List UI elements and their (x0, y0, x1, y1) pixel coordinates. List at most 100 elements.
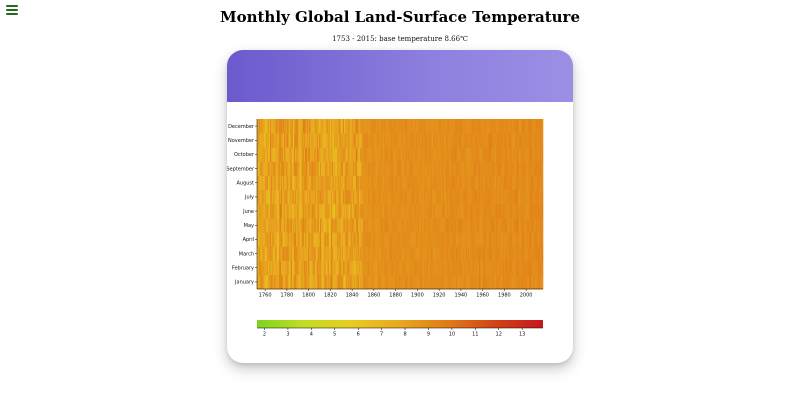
heatmap-cell[interactable] (510, 274, 512, 290)
heatmap-cell[interactable] (492, 147, 495, 162)
heatmap-cell[interactable] (491, 175, 494, 191)
heatmap-cell[interactable] (539, 218, 542, 233)
heatmap-cell[interactable] (465, 246, 468, 261)
heatmap-cell[interactable] (303, 147, 306, 162)
heatmap-cell[interactable] (298, 246, 300, 261)
heatmap-cell[interactable] (414, 147, 417, 162)
heatmap-cell[interactable] (392, 274, 395, 290)
heatmap-cell[interactable] (366, 218, 369, 233)
heatmap-cell[interactable] (263, 204, 265, 219)
heatmap-cell[interactable] (358, 204, 360, 219)
heatmap-cell[interactable] (295, 189, 297, 205)
heatmap-cell[interactable] (503, 204, 506, 219)
heatmap-cell[interactable] (370, 161, 372, 176)
heatmap-cell[interactable] (341, 260, 344, 276)
heatmap-cell[interactable] (283, 274, 285, 290)
heatmap-cell[interactable] (519, 147, 521, 162)
heatmap-cell[interactable] (452, 232, 455, 247)
heatmap-cell[interactable] (344, 274, 346, 290)
heatmap-cell[interactable] (425, 260, 427, 276)
heatmap-cell[interactable] (534, 260, 536, 276)
heatmap-cell[interactable] (317, 274, 320, 290)
heatmap-cell[interactable] (479, 274, 482, 290)
heatmap-cell[interactable] (470, 161, 472, 176)
heatmap-cell[interactable] (482, 260, 484, 276)
heatmap-cell[interactable] (335, 119, 337, 134)
heatmap-cell[interactable] (304, 119, 307, 134)
heatmap-cell[interactable] (525, 204, 527, 219)
heatmap-cell[interactable] (286, 232, 288, 247)
heatmap-cell[interactable] (272, 161, 274, 176)
heatmap-cell[interactable] (346, 218, 348, 233)
heatmap-cell[interactable] (516, 274, 519, 290)
heatmap-cell[interactable] (375, 175, 377, 191)
heatmap-cell[interactable] (268, 189, 271, 205)
heatmap-cell[interactable] (303, 274, 306, 290)
heatmap-cell[interactable] (522, 260, 524, 276)
heatmap-cell[interactable] (477, 204, 480, 219)
heatmap-cell[interactable] (419, 218, 421, 233)
heatmap-cell[interactable] (494, 175, 496, 191)
heatmap-cell[interactable] (372, 260, 374, 276)
heatmap-cell[interactable] (371, 161, 373, 176)
heatmap-cell[interactable] (476, 246, 479, 261)
heatmap-cell[interactable] (372, 218, 374, 233)
heatmap-cell[interactable] (438, 189, 440, 205)
heatmap-cell[interactable] (322, 274, 324, 290)
heatmap-cell[interactable] (446, 119, 448, 134)
heatmap-cell[interactable] (466, 175, 469, 191)
heatmap-cell[interactable] (464, 218, 467, 233)
heatmap-cell[interactable] (487, 260, 489, 276)
heatmap-cell[interactable] (266, 175, 269, 191)
heatmap-cell[interactable] (346, 260, 348, 276)
heatmap-cell[interactable] (377, 161, 380, 176)
heatmap-cell[interactable] (511, 189, 513, 205)
heatmap-cell[interactable] (365, 204, 368, 219)
heatmap-cell[interactable] (380, 161, 383, 176)
heatmap-cell[interactable] (474, 161, 476, 176)
heatmap-cell[interactable] (508, 175, 510, 191)
heatmap-cell[interactable] (386, 175, 388, 191)
heatmap-cell[interactable] (304, 260, 307, 276)
heatmap-cell[interactable] (284, 189, 286, 205)
heatmap-cell[interactable] (526, 119, 529, 134)
heatmap-cell[interactable] (311, 133, 313, 148)
heatmap-cell[interactable] (425, 119, 427, 134)
heatmap-cell[interactable] (323, 133, 325, 148)
heatmap-cell[interactable] (264, 161, 266, 176)
heatmap-cell[interactable] (517, 204, 520, 219)
heatmap-cell[interactable] (385, 147, 387, 162)
heatmap-cell[interactable] (411, 218, 413, 233)
heatmap-cell[interactable] (446, 260, 448, 276)
heatmap-cell[interactable] (264, 119, 266, 134)
heatmap-cell[interactable] (283, 175, 285, 191)
heatmap-cell[interactable] (409, 274, 411, 290)
heatmap-cell[interactable] (405, 274, 408, 290)
heatmap-cell[interactable] (478, 147, 481, 162)
heatmap-cell[interactable] (419, 175, 421, 191)
heatmap-cell[interactable] (394, 274, 396, 290)
heatmap-cell[interactable] (378, 246, 381, 261)
heatmap-cell[interactable] (407, 246, 409, 261)
heatmap-cell[interactable] (456, 260, 458, 276)
heatmap-cell[interactable] (475, 232, 477, 247)
heatmap-cell[interactable] (344, 175, 346, 191)
heatmap-cell[interactable] (403, 274, 406, 290)
heatmap-cell[interactable] (438, 175, 440, 191)
heatmap-cell[interactable] (395, 175, 397, 191)
heatmap-cell[interactable] (377, 119, 380, 134)
heatmap-cell[interactable] (445, 260, 447, 276)
heatmap-cell[interactable] (415, 161, 418, 176)
heatmap-cell[interactable] (427, 218, 430, 233)
heatmap-cell[interactable] (421, 232, 423, 247)
heatmap-cell[interactable] (328, 274, 331, 290)
heatmap-cell[interactable] (332, 161, 334, 176)
heatmap-cell[interactable] (412, 189, 414, 205)
heatmap-cell[interactable] (395, 246, 397, 261)
heatmap-cell[interactable] (453, 274, 456, 290)
heatmap-cell[interactable] (456, 189, 458, 205)
heatmap-cell[interactable] (262, 189, 264, 205)
heatmap-cell[interactable] (267, 232, 270, 247)
heatmap-cell[interactable] (537, 119, 539, 134)
heatmap-cell[interactable] (487, 133, 489, 148)
